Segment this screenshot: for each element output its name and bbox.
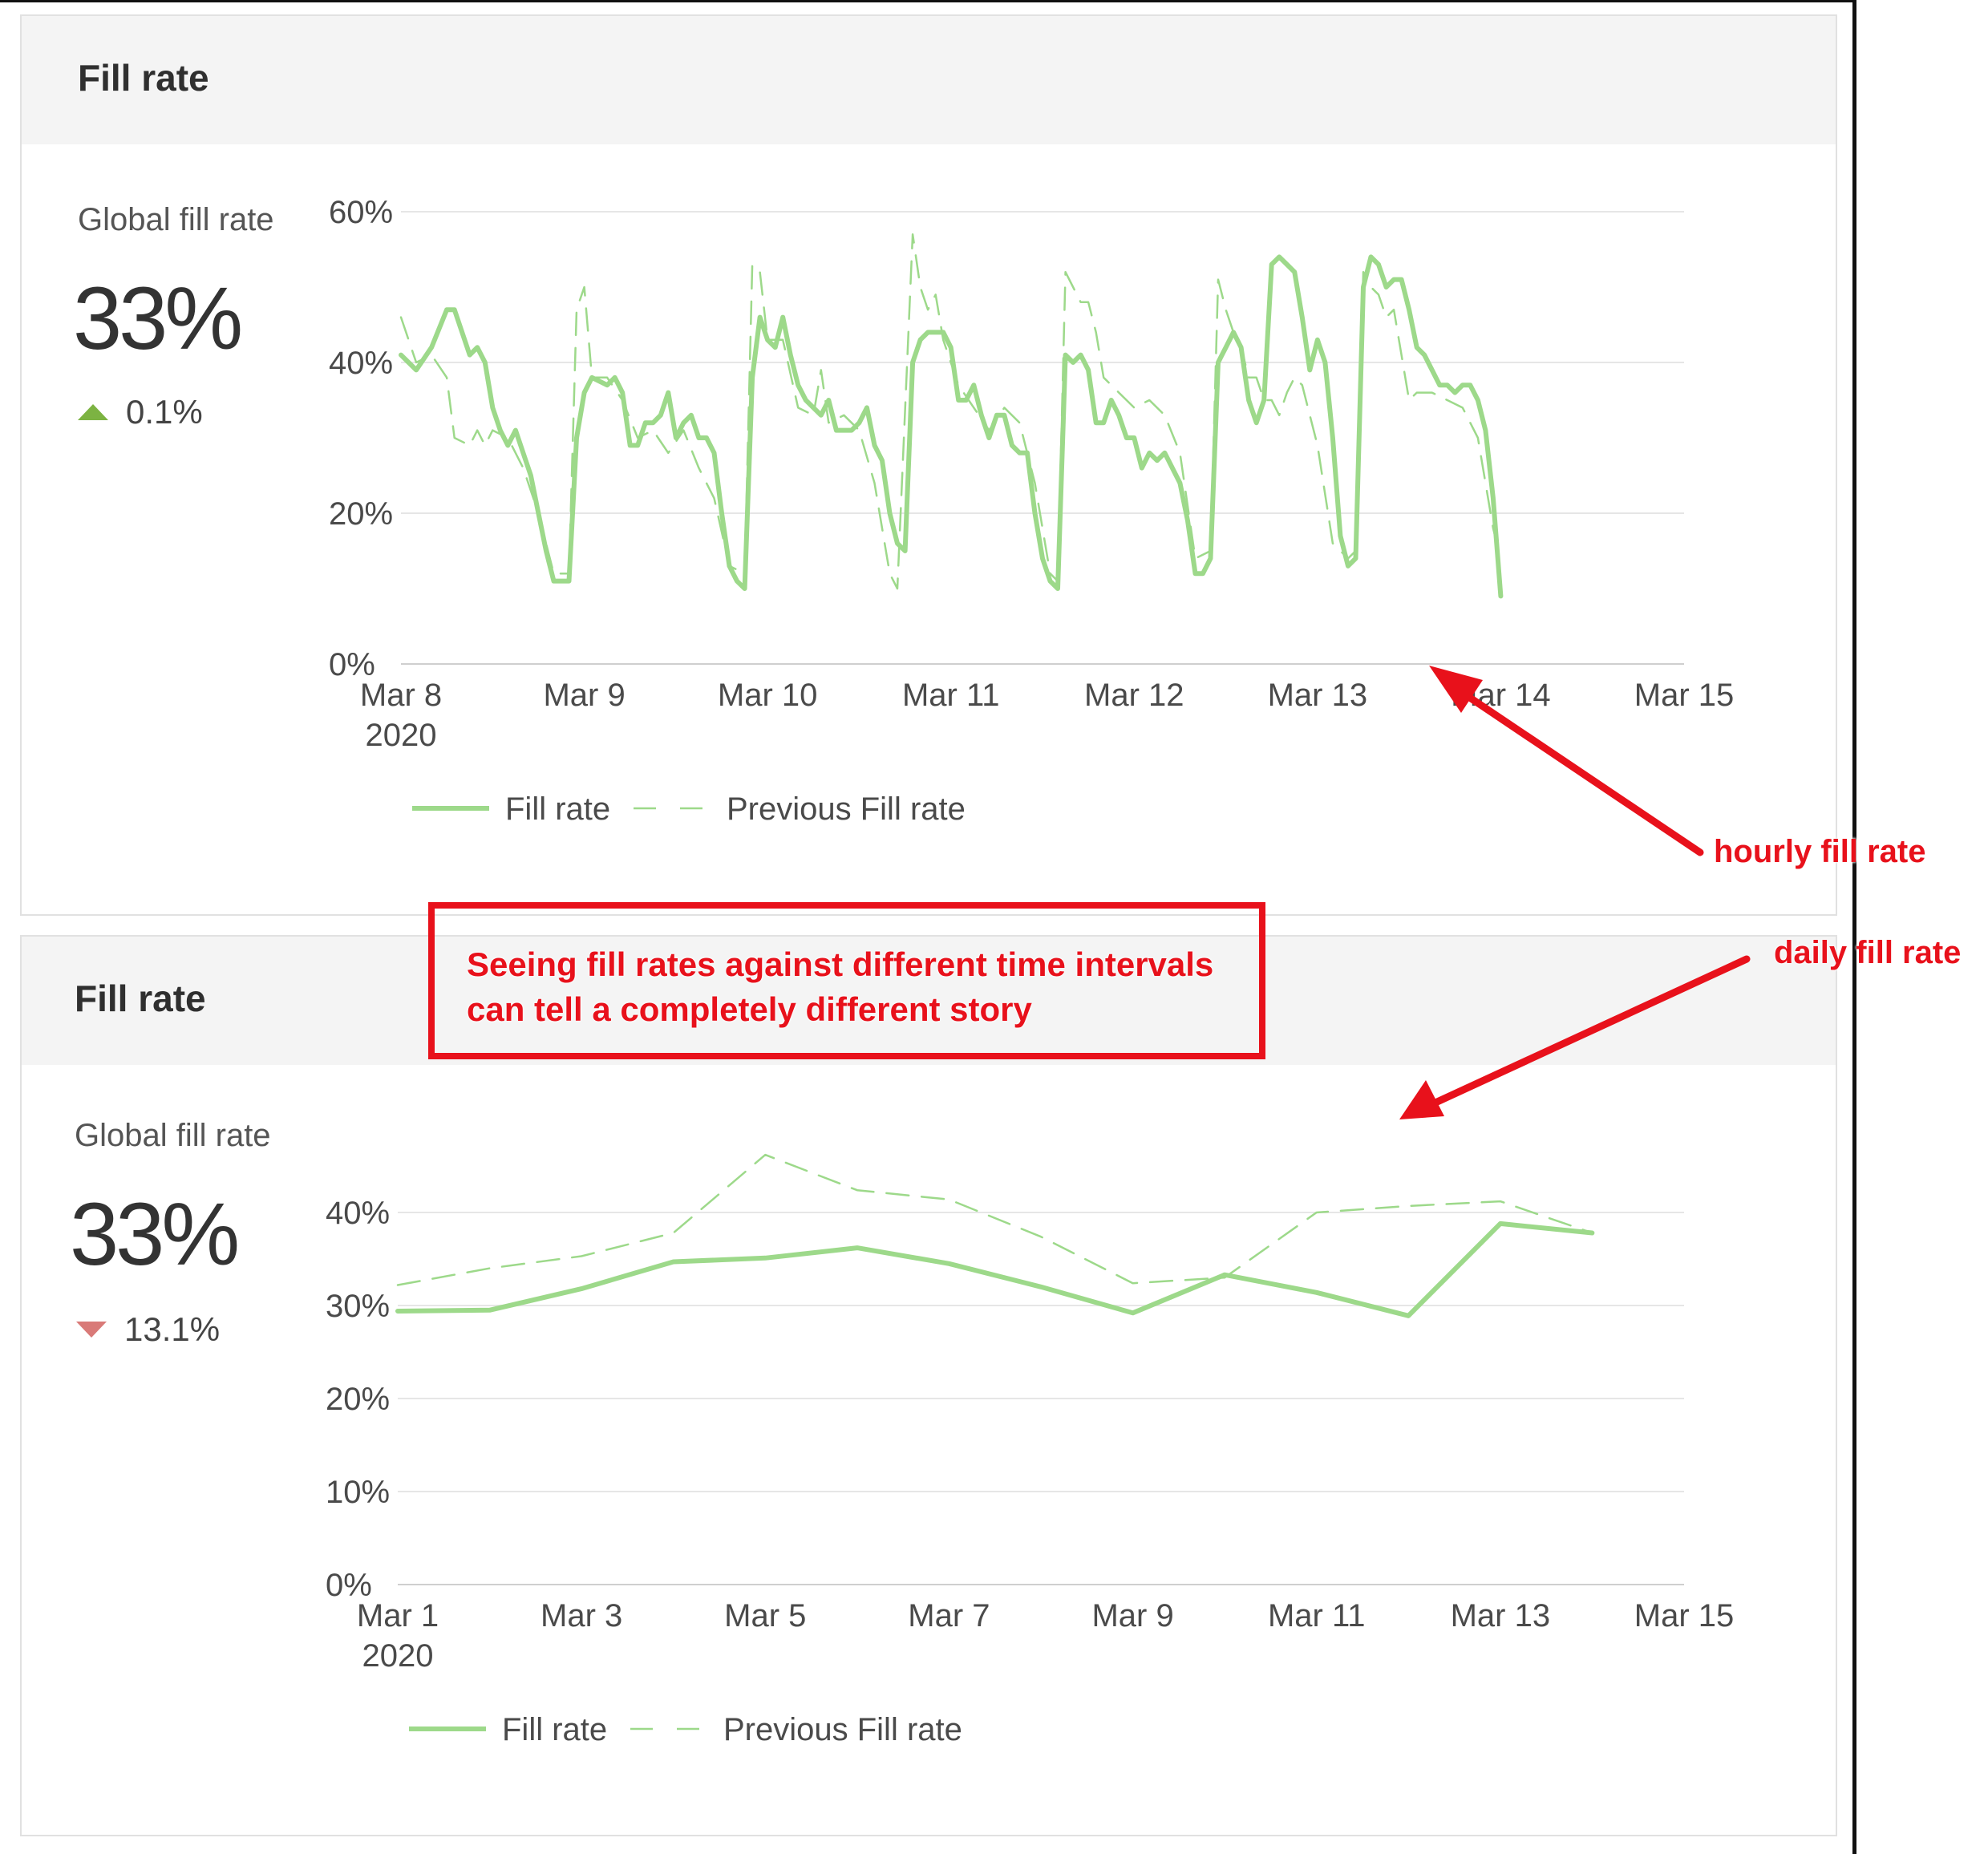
fill-rate-card-hourly: Fill rate Global fill rate 33% 0.1% [20,14,1837,916]
x-tick-label: Mar 1 [357,1598,439,1633]
trend-down-icon [76,1322,107,1338]
y-tick-label: 10% [326,1475,390,1510]
daily-annotation-label: daily fill rate [1774,935,1962,970]
x-tick-label: Mar 13 [1451,1598,1551,1633]
y-tick-label: 20% [329,496,393,532]
x-tick-label: Mar 8 [360,678,442,713]
metric-label: Global fill rate [78,202,274,237]
delta-value: 0.1% [126,393,203,431]
callout-box: Seeing fill rates against different time… [428,902,1265,1059]
x-tick-label: Mar 13 [1268,678,1368,713]
fill-rate-line [395,1220,1595,1318]
y-tick-label: 40% [326,1196,390,1231]
legend-label: Fill rate [502,1712,607,1747]
card-title: Fill rate [78,57,209,99]
x-tick-label: Mar 10 [718,678,818,713]
metric-label: Global fill rate [75,1118,271,1153]
x-tick-label: Mar 3 [541,1598,622,1633]
y-tick-label: 0% [329,647,375,682]
x-tick-label: Mar 12 [1084,678,1184,713]
y-tick-label: 30% [326,1289,390,1324]
x-tick-year-label: 2020 [366,718,437,753]
fill-rate-line [399,254,1504,599]
callout-text: Seeing fill rates against different time… [467,942,1213,1032]
hourly-annotation-label: hourly fill rate [1714,834,1926,869]
y-tick-label: 40% [329,346,393,381]
y-tick-label: 0% [326,1568,372,1603]
card-title: Fill rate [75,978,206,1019]
metric-delta: 0.1% [78,393,203,431]
x-tick-label: Mar 5 [724,1598,806,1633]
x-tick-label: Mar 7 [908,1598,990,1633]
metric-delta: 13.1% [76,1310,220,1349]
metric-value: 33% [73,269,243,368]
x-tick-label: Mar 11 [902,678,1000,713]
frame-right-edge [1852,0,1856,1854]
callout-line-1: Seeing fill rates against different time… [467,945,1214,983]
legend-label: Previous Fill rate [723,1712,962,1747]
delta-value: 13.1% [124,1310,221,1348]
x-tick-label: Mar 9 [1091,1598,1173,1633]
x-tick-year-label: 2020 [362,1638,434,1674]
callout-line-2: can tell a completely different story [467,990,1032,1028]
frame-top-edge [0,0,1856,2]
x-tick-label: Mar 11 [1268,1598,1366,1633]
legend-label: Fill rate [505,791,610,827]
x-tick-label: Mar 15 [1634,1598,1735,1633]
y-tick-label: 60% [329,195,393,230]
x-tick-label: Mar 9 [543,678,625,713]
metric-value: 33% [70,1185,240,1284]
trend-up-icon [78,404,108,420]
previous-fill-rate-line [396,1153,1593,1286]
card-header: Fill rate [22,16,1836,144]
legend-label: Previous Fill rate [727,791,966,827]
previous-fill-rate-line [399,233,1502,590]
y-tick-label: 20% [326,1382,390,1417]
